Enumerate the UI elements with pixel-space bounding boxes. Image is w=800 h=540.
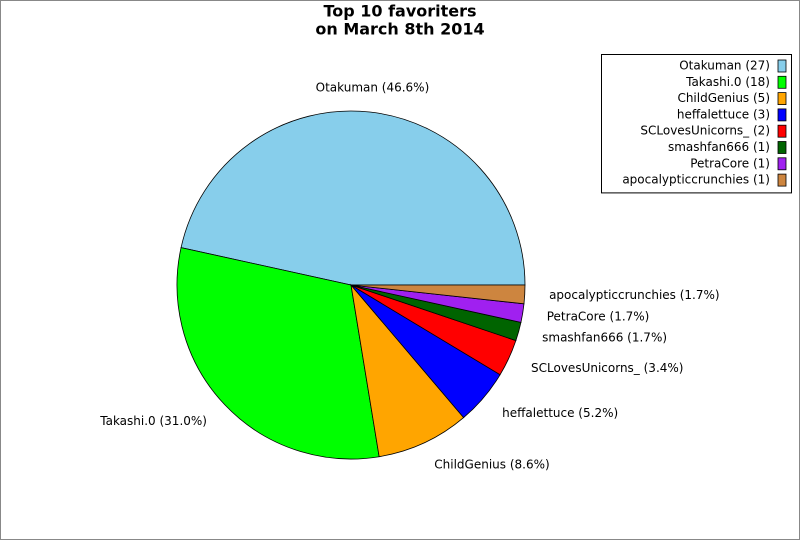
legend-label: ChildGenius (5) [677,91,770,105]
legend-label: Takashi.0 (18) [685,75,770,89]
slice-label: Otakuman (46.6%) [316,80,430,94]
slice-label: apocalypticcrunchies (1.7%) [549,288,720,302]
chart-title: Top 10 favoriters [323,2,476,21]
legend-swatch [777,75,787,89]
slice-label: PetraCore (1.7%) [547,310,650,324]
legend-label: Otakuman (27) [679,59,770,73]
legend-swatch [777,157,787,171]
legend-label: apocalypticcrunchies (1) [622,173,770,187]
pie-slice [176,247,380,460]
slice-label: SCLovesUnicorns_ (3.4%) [531,361,683,375]
legend-label: heffalettuce (3) [677,107,770,121]
legend-swatch [777,92,787,105]
pie-slice [350,284,526,305]
legend-swatch [777,59,787,73]
slice-label: ChildGenius (8.6%) [434,458,549,472]
legend-swatch [777,141,787,154]
pie-slice [350,283,465,458]
legend-box [601,54,792,194]
legend-label: PetraCore (1) [690,156,770,170]
legend-label: smashfan666 (1) [668,140,770,154]
legend-label: SCLovesUnicorns_ (2) [640,124,770,138]
slice-label: heffalettuce (5.2%) [502,406,618,420]
legend-swatch [777,173,787,187]
legend-swatch [777,124,787,138]
slice-label: smashfan666 (1.7%) [542,331,667,345]
chart-subtitle: on March 8th 2014 [315,20,484,39]
slice-label: Takashi.0 (31.0%) [99,414,207,428]
pie-slice [180,110,526,286]
legend-swatch [777,108,787,122]
